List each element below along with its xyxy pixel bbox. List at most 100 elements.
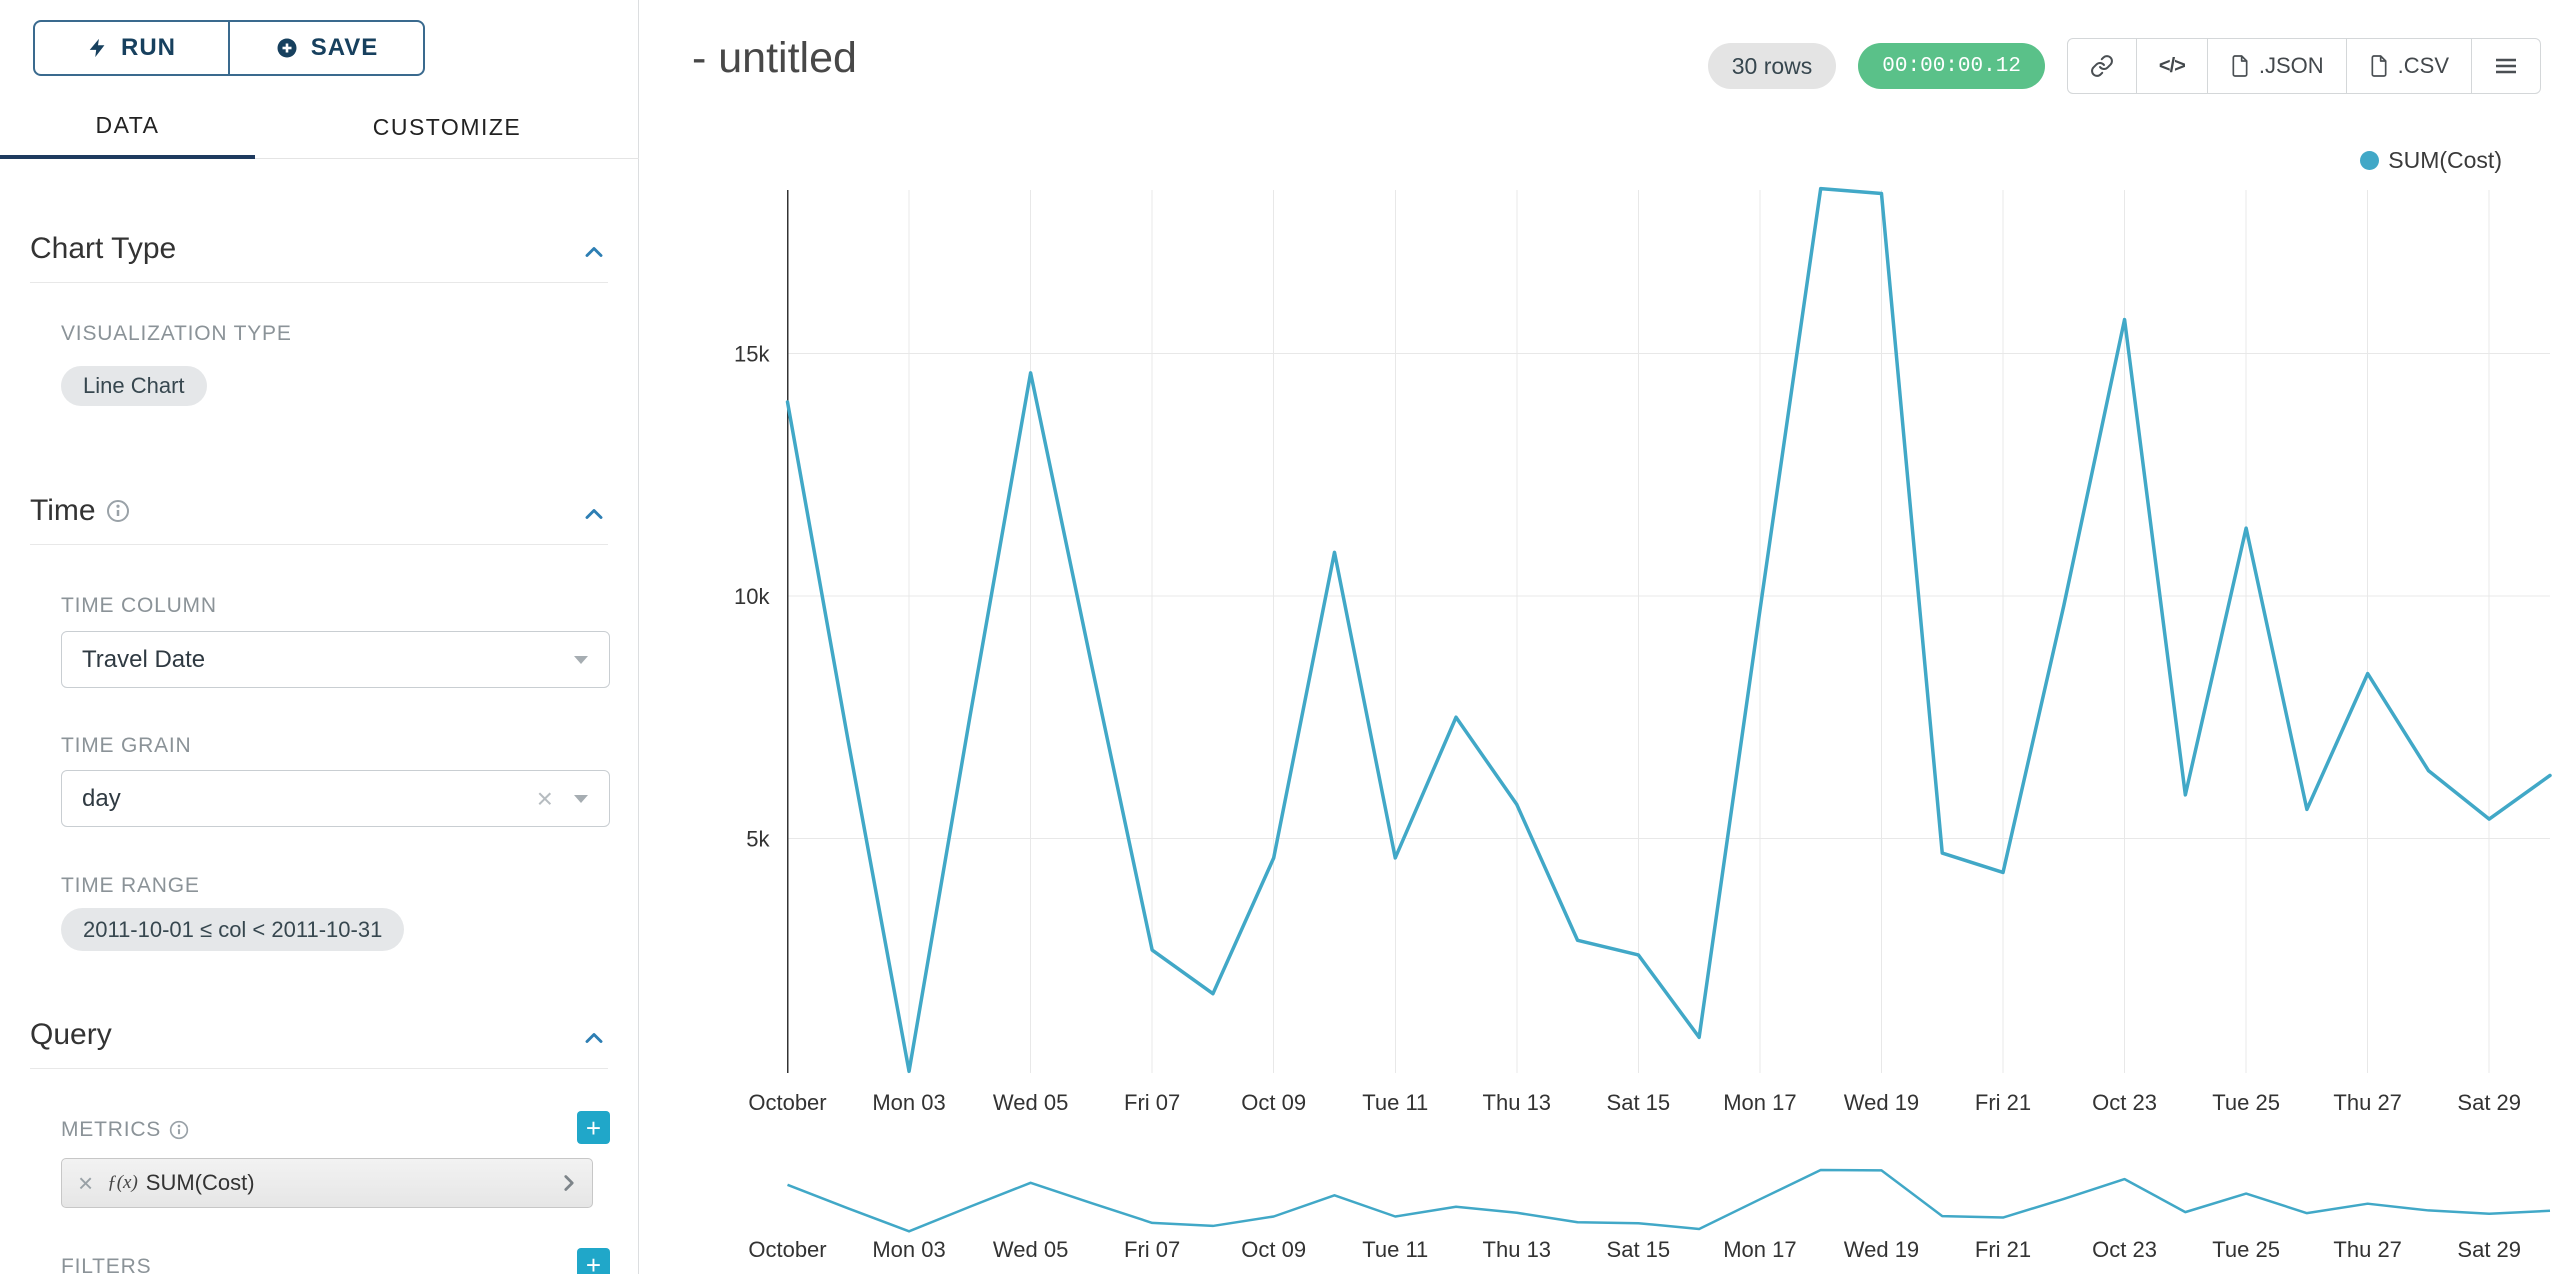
section-time-header[interactable]: Time <box>30 494 608 545</box>
add-metric-button[interactable]: + <box>577 1111 610 1144</box>
svg-text:Wed 19: Wed 19 <box>1844 1090 1919 1115</box>
svg-text:Tue 11: Tue 11 <box>1362 1090 1428 1115</box>
svg-text:Thu 27: Thu 27 <box>2333 1237 2402 1262</box>
plus-circle-icon <box>277 38 297 58</box>
line-chart[interactable]: October Mon 03 Wed 05 Fri 07 Oct 09 Tue 11 Thu… <box>640 0 2576 1274</box>
chevron-up-icon[interactable] <box>580 500 608 528</box>
file-icon <box>2232 55 2248 77</box>
chart-container: - untitled 30 rows 00:00:00.12 </> <box>640 0 2576 1274</box>
svg-text:Wed 19: Wed 19 <box>1844 1237 1919 1262</box>
svg-text:Fri 21: Fri 21 <box>1975 1090 2031 1115</box>
svg-text:10k: 10k <box>734 584 770 609</box>
svg-text:15k: 15k <box>734 342 770 367</box>
svg-text:Thu 27: Thu 27 <box>2333 1090 2402 1115</box>
run-button[interactable]: RUN <box>33 20 230 76</box>
time-column-select[interactable]: Travel Date <box>61 631 610 688</box>
svg-text:Sat 15: Sat 15 <box>1607 1237 1671 1262</box>
chart-menu-button[interactable] <box>2471 38 2541 94</box>
svg-text:Tue 11: Tue 11 <box>1362 1237 1428 1262</box>
export-button-group: </> .JSON .CSV <box>2066 38 2541 94</box>
svg-text:Tue 25: Tue 25 <box>2212 1090 2280 1115</box>
legend-dot <box>2360 151 2380 170</box>
svg-text:Thu 13: Thu 13 <box>1483 1237 1552 1262</box>
save-button[interactable]: SAVE <box>228 20 425 76</box>
svg-text:Fri 07: Fri 07 <box>1124 1237 1180 1262</box>
lightning-icon <box>89 38 105 58</box>
time-grain-select[interactable]: day × <box>61 770 610 827</box>
grid <box>787 190 2550 1073</box>
run-button-label: RUN <box>121 34 176 61</box>
preview-chart <box>787 1168 2551 1233</box>
hamburger-icon <box>2496 58 2516 74</box>
time-grain-value: day <box>82 784 121 812</box>
chevron-up-icon[interactable] <box>580 238 608 266</box>
section-query-title: Query <box>30 1018 112 1051</box>
svg-text:Mon 17: Mon 17 <box>1723 1090 1796 1115</box>
svg-text:Thu 13: Thu 13 <box>1483 1090 1552 1115</box>
svg-text:October: October <box>748 1090 826 1115</box>
export-csv-label: .CSV <box>2397 53 2449 78</box>
preview-x-axis: October Mon 03 Wed 05 Fri 07 Oct 09 Tue 11 Thu… <box>748 1237 2521 1262</box>
control-panel: RUN SAVE DATA CUSTOMIZE Chart Type <box>0 0 639 1274</box>
remove-metric-icon[interactable]: × <box>78 1168 94 1198</box>
save-button-label: SAVE <box>310 34 379 61</box>
legend-item[interactable]: SUM(Cost) <box>2360 147 2502 174</box>
y-axis: 5k 10k 15k <box>734 190 789 1073</box>
time-column-label: TIME COLUMN <box>61 594 217 617</box>
chart-header-actions: 30 rows 00:00:00.12 </> .J <box>1707 38 2541 94</box>
section-time-title: Time <box>30 494 96 527</box>
x-axis: October Mon 03 Wed 05 Fri 07 Oct 09 Tue 11 Thu… <box>748 1090 2521 1115</box>
clear-icon[interactable]: × <box>536 782 553 814</box>
visualization-type-value[interactable]: Line Chart <box>61 366 207 406</box>
view-query-button[interactable]: </> <box>2135 38 2208 94</box>
svg-text:Oct 23: Oct 23 <box>2092 1237 2157 1262</box>
chevron-down-icon <box>574 794 588 803</box>
run-save-group: RUN SAVE <box>33 20 425 76</box>
tab-data[interactable]: DATA <box>0 95 255 159</box>
time-grain-label: TIME GRAIN <box>61 734 192 757</box>
section-query-header[interactable]: Query <box>30 1018 608 1069</box>
svg-text:Tue 25: Tue 25 <box>2212 1237 2280 1262</box>
query-timer-badge: 00:00:00.12 <box>1858 43 2045 89</box>
chevron-up-icon[interactable] <box>580 1024 608 1052</box>
metrics-label: METRICS <box>61 1118 189 1142</box>
metric-chip-label: SUM(Cost) <box>145 1170 255 1195</box>
section-chart-type-header[interactable]: Chart Type <box>30 232 608 283</box>
metrics-label-text: METRICS <box>61 1118 162 1141</box>
time-column-value: Travel Date <box>82 645 206 673</box>
section-chart-type-title: Chart Type <box>30 232 177 265</box>
filters-label: FILTERS <box>61 1255 152 1274</box>
code-icon: </> <box>2158 54 2186 77</box>
time-range-label: TIME RANGE <box>61 874 200 897</box>
chevron-down-icon <box>574 655 588 664</box>
share-link-button[interactable] <box>2066 38 2137 94</box>
svg-text:Mon 17: Mon 17 <box>1723 1237 1796 1262</box>
time-range-value[interactable]: 2011-10-01 ≤ col < 2011-10-31 <box>61 908 405 951</box>
svg-text:5k: 5k <box>746 827 770 852</box>
panel-tabs: DATA CUSTOMIZE <box>0 95 639 159</box>
export-csv-button[interactable]: .CSV <box>2345 38 2472 94</box>
series-line <box>785 186 2552 1074</box>
svg-text:Wed 05: Wed 05 <box>993 1237 1068 1262</box>
info-icon <box>169 1120 189 1140</box>
export-json-label: .JSON <box>2258 53 2324 78</box>
svg-text:Sat 15: Sat 15 <box>1607 1090 1671 1115</box>
tab-customize[interactable]: CUSTOMIZE <box>372 113 522 140</box>
chevron-right-icon[interactable] <box>556 1170 582 1196</box>
svg-text:Oct 23: Oct 23 <box>2092 1090 2157 1115</box>
file-icon <box>2371 55 2387 77</box>
svg-text:Sat 29: Sat 29 <box>2457 1237 2521 1262</box>
svg-text:Fri 07: Fri 07 <box>1124 1090 1180 1115</box>
fx-icon: ƒ(x) <box>107 1172 138 1193</box>
svg-text:October: October <box>748 1237 826 1262</box>
metric-chip[interactable]: × ƒ(x) SUM(Cost) <box>61 1158 593 1208</box>
visualization-type-label: VISUALIZATION TYPE <box>61 322 292 345</box>
legend-label: SUM(Cost) <box>2388 147 2502 173</box>
link-icon <box>2090 55 2113 77</box>
info-icon <box>106 500 129 522</box>
svg-text:Oct 09: Oct 09 <box>1241 1090 1306 1115</box>
svg-text:Wed 05: Wed 05 <box>993 1090 1068 1115</box>
add-filter-button[interactable]: + <box>577 1248 610 1274</box>
svg-text:Mon 03: Mon 03 <box>872 1090 945 1115</box>
